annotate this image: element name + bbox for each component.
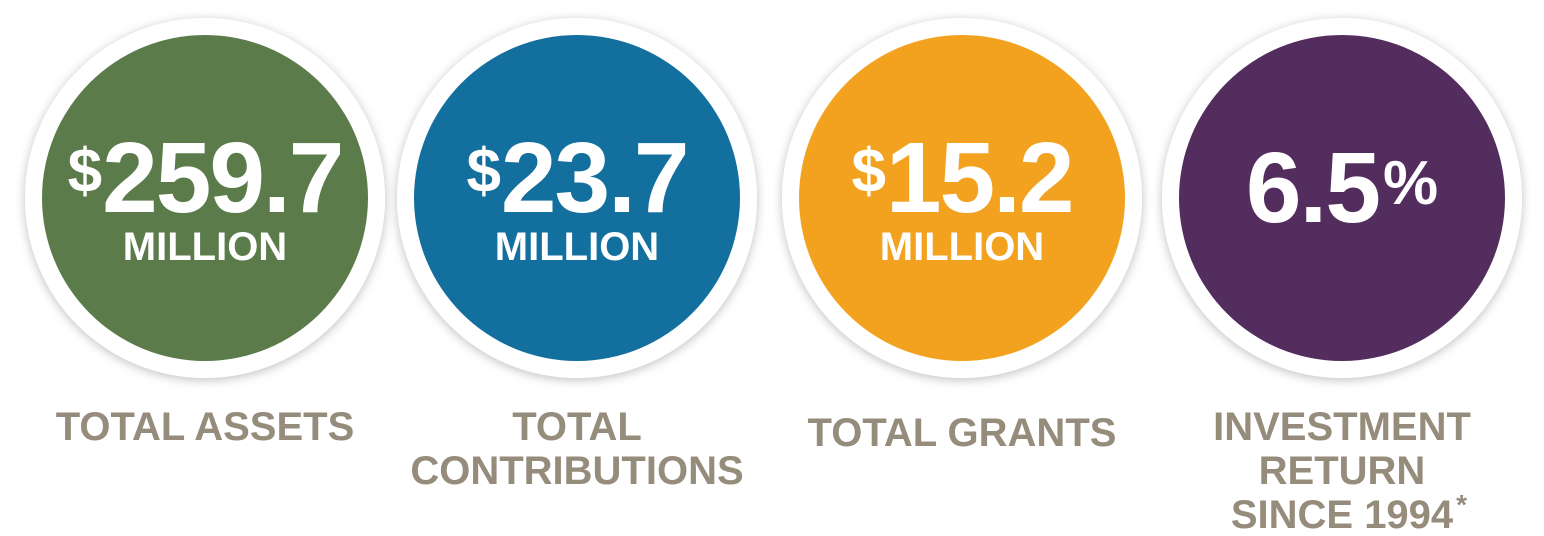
- currency: $: [851, 137, 885, 206]
- stat-value: $259.7: [68, 122, 343, 234]
- footnote-mark: *: [1456, 489, 1467, 520]
- stat-label: SINCE 1994: [1231, 493, 1454, 536]
- figure: 6.5: [1246, 132, 1379, 244]
- figure: 259.7: [102, 122, 342, 234]
- disc: [799, 35, 1125, 361]
- stat-label: INVESTMENT: [1213, 405, 1471, 449]
- currency: $: [466, 137, 500, 206]
- figure: 15.2: [886, 122, 1073, 234]
- disc: [414, 35, 740, 361]
- stat-value: 6.5%: [1246, 132, 1438, 244]
- figure: 23.7: [501, 122, 688, 234]
- stat-value: $23.7: [466, 122, 687, 234]
- stat-value: $15.2: [851, 122, 1072, 234]
- stat-unit: MILLION: [880, 225, 1044, 269]
- stat-label: TOTAL: [512, 405, 642, 449]
- disc: [42, 35, 368, 361]
- stat-label: TOTAL ASSETS: [56, 405, 355, 449]
- stat-unit: MILLION: [123, 225, 287, 269]
- percent: %: [1383, 149, 1438, 218]
- stat-label: TOTAL GRANTS: [808, 411, 1117, 455]
- disc: [1179, 35, 1505, 361]
- stat-unit: MILLION: [495, 225, 659, 269]
- stat-label: CONTRIBUTIONS: [410, 449, 743, 493]
- currency: $: [68, 137, 102, 206]
- stat-label: RETURN: [1259, 449, 1426, 493]
